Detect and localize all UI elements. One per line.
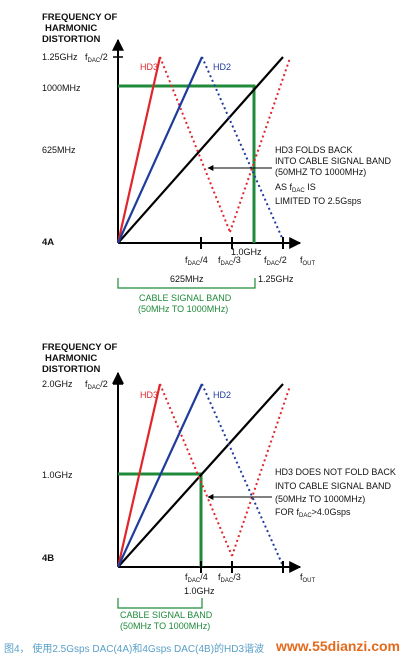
- fundamental-line: [117, 383, 284, 568]
- y-axis-label-line1: FREQUENCY OF: [42, 342, 118, 353]
- annotation-line4: FOR fDAC>4.0Gsps: [275, 507, 351, 519]
- annotation-line2: INTO CABLE SIGNAL BAND: [275, 481, 392, 491]
- y-axis-label-line3: DISTORTION: [42, 34, 101, 45]
- x-label-1-0ghz: 1.0GHz: [184, 586, 215, 596]
- hd3-rising-foldback-line: [229, 57, 291, 233]
- x-label-1-0ghz: 1.0GHz: [231, 247, 262, 257]
- x-label-625mhz: 625MHz: [170, 274, 204, 284]
- hd3-foldback-line: [159, 383, 233, 557]
- x-label-fdac3: fDAC/3: [218, 572, 241, 584]
- y-axis-label-line2: HARMONIC: [45, 23, 97, 34]
- x-label-fdac4: fDAC/4: [185, 572, 208, 584]
- hd3-label: HD3: [140, 62, 158, 72]
- x-label-fdac3: fDAC/3: [218, 255, 241, 267]
- annotation-line1: HD3 FOLDS BACK: [275, 145, 353, 155]
- x-label-fdac4: fDAC/4: [185, 255, 208, 267]
- y-tick-2-0ghz: 2.0GHz: [42, 379, 73, 389]
- hd2-label: HD2: [213, 390, 231, 400]
- hd3-label: HD3: [140, 390, 158, 400]
- panel-label-4b: 4B: [42, 553, 54, 564]
- x-label-1-25ghz: 1.25GHz: [258, 274, 294, 284]
- fundamental-line: [117, 56, 284, 244]
- x-label-fdac2: fDAC/2: [264, 255, 287, 267]
- annotation-line5: LIMITED TO 2.5Gsps: [275, 196, 362, 206]
- hd3-foldback-line: [159, 56, 231, 233]
- y-tick-fdac2: fDAC/2: [85, 379, 108, 391]
- y-tick-1000mhz: 1000MHz: [42, 83, 81, 93]
- y-tick-625mhz: 625MHz: [42, 145, 76, 155]
- band-label-line2: (50MHz TO 1000MHz): [138, 304, 228, 314]
- y-axis-label-line2: HARMONIC: [45, 353, 97, 364]
- band-limit-line: [118, 84, 256, 243]
- y-tick-fdac2: fDAC/2: [85, 52, 108, 64]
- x-label-fout: fOUT: [300, 255, 316, 267]
- band-label-line1: CABLE SIGNAL BAND: [120, 610, 213, 620]
- annotation-line1: HD3 DOES NOT FOLD BACK: [275, 467, 396, 477]
- band-label-line1: CABLE SIGNAL BAND: [139, 293, 232, 303]
- annotation-line3: (50MHZ TO 1000MHz): [275, 167, 366, 177]
- hd2-line: [116, 56, 204, 244]
- y-tick-1-0ghz: 1.0GHz: [42, 470, 73, 480]
- hd2-foldback-line: [201, 383, 284, 567]
- hd2-foldback-line: [201, 56, 284, 241]
- hd3-line: [116, 56, 162, 244]
- y-axis-label-line1: FREQUENCY OF: [42, 12, 118, 23]
- band-label-line2: (50MHz TO 1000MHz): [120, 621, 210, 631]
- hd2-label: HD2: [213, 62, 231, 72]
- figure-caption: 图4， 使用2.5Gsps DAC(4A)和4Gsps DAC(4B)的HD3谐…: [4, 644, 265, 655]
- band-bracket: [117, 278, 256, 289]
- hd2-line: [117, 383, 203, 568]
- hd3-line: [116, 383, 162, 568]
- panel-4a: FREQUENCY OF HARMONIC DISTORTION 1.25GHz…: [42, 12, 392, 314]
- y-tick-1-25ghz: 1.25GHz: [42, 52, 78, 62]
- watermark: www.55dianzi.com: [276, 638, 400, 654]
- band-bracket: [117, 598, 203, 609]
- x-label-fout: fOUT: [300, 572, 316, 584]
- annotation-line2: INTO CABLE SIGNAL BAND: [275, 156, 392, 166]
- y-axis-label-line3: DISTORTION: [42, 364, 101, 375]
- annotation-line4: AS fDAC IS: [275, 182, 316, 194]
- annotation-line3: (50MHz TO 1000MHz): [275, 494, 365, 504]
- panel-4b: FREQUENCY OF HARMONIC DISTORTION 2.0GHz …: [42, 342, 396, 631]
- panel-label-4a: 4A: [42, 237, 54, 248]
